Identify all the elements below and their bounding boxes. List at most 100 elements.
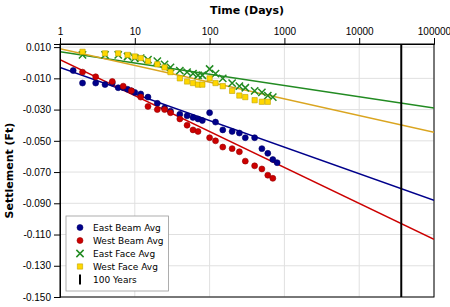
point [109,78,115,84]
point [125,52,130,57]
plot-frame [60,44,434,297]
point [270,175,276,181]
point [132,54,137,59]
tick-label: -0.090 [23,198,52,209]
legend-label: East Beam Avg [93,223,161,233]
tick-label: -0.130 [23,260,52,271]
point [252,98,257,103]
point [207,110,213,116]
tick-mark [54,47,60,48]
tick: 1 [58,26,64,44]
point [274,160,280,166]
legend-symbol [79,275,81,285]
series-points [80,69,276,181]
tick-mark [359,38,360,44]
tick-mark [60,38,61,44]
chart: 1 10 100 1000 10000 100000 0.010 -0.010 -0.030 -0… [0,0,450,307]
point [116,51,121,56]
point [242,135,248,141]
point [183,68,190,75]
point [120,83,126,89]
tick-mark [54,203,60,204]
legend-box [66,216,169,291]
tick: -0.130 [23,260,60,271]
point [101,51,108,58]
tick: 100 [202,26,219,44]
point [229,128,235,134]
point [93,74,99,80]
point [70,68,76,74]
point [237,93,242,98]
point [124,53,131,60]
tick: 10000 [346,26,374,44]
point [177,116,183,122]
legend-symbol [77,238,83,244]
point [176,67,183,74]
series-points [80,49,271,104]
point [252,135,258,141]
legend-label: West Beam Avg [93,236,164,246]
point [213,119,219,125]
tick-label: -0.150 [23,292,52,303]
tick-mark [210,38,211,44]
tick-mark [54,172,60,173]
point [154,100,160,106]
point [213,80,218,85]
point [259,166,265,172]
point [145,94,151,100]
grid-line-y [60,47,434,48]
point [80,49,85,54]
tick-mark [54,110,60,111]
point [144,56,151,63]
point [229,88,234,93]
plot-area: 1 10 100 1000 10000 100000 0.010 -0.010 -0.030 -0… [23,26,450,303]
point [93,80,99,86]
point [162,65,167,70]
point [195,128,201,134]
tick: -0.110 [23,229,60,240]
point [212,70,219,77]
point [228,79,235,86]
point [236,130,242,136]
tick: -0.090 [23,198,60,209]
trend-line [60,67,434,200]
grid-line-y [60,203,434,204]
point [207,135,213,141]
tick-mark [54,235,60,236]
point [199,118,205,124]
point [80,80,86,86]
point [138,94,144,100]
point [115,51,122,58]
grid-line-y [60,172,434,173]
tick-mark [54,141,60,142]
tick-label: -0.010 [23,73,52,84]
point [128,88,134,94]
tick: -0.150 [23,292,60,303]
point [220,144,226,150]
point [145,103,151,109]
axis-line [61,38,435,45]
tick-mark [434,38,435,44]
trend-line [60,49,434,133]
tick-mark [135,38,136,44]
series-points [79,51,277,100]
tick: 0.010 [26,42,60,53]
tick: 100000 [418,26,450,44]
point [213,138,219,144]
legend-symbol [77,225,83,231]
tick-mark [284,38,285,44]
tick-label: 10 [130,26,142,37]
tick: -0.010 [23,73,60,84]
tick-label: -0.030 [23,104,52,115]
legend: East Beam AvgWest Beam AvgEast Face AvgW… [66,216,169,291]
tick-label: 1000 [274,26,297,37]
grid-line-x [284,44,285,297]
point [252,163,258,169]
point [128,88,134,94]
tick: 10 [130,26,142,44]
legend-symbol [76,250,83,257]
tick-label: -0.110 [23,229,51,240]
point [80,69,86,75]
point [229,146,235,152]
trend-line [60,60,434,240]
